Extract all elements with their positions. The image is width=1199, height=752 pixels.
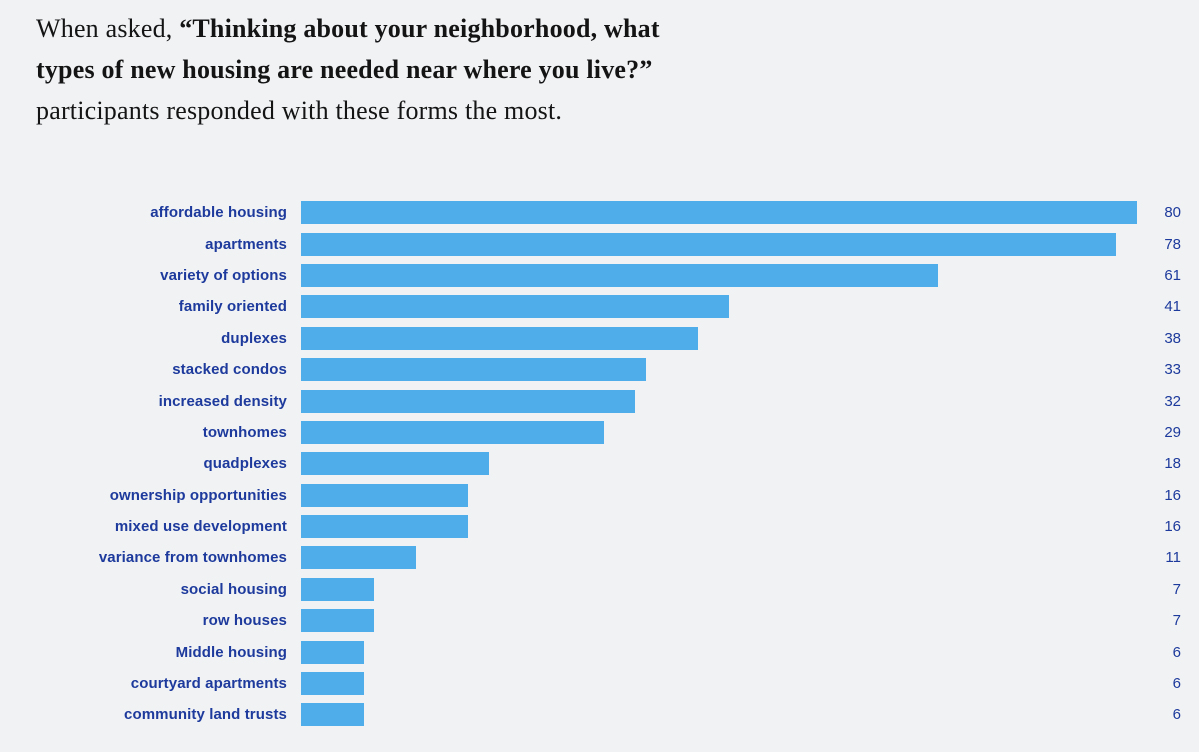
bar xyxy=(301,295,730,319)
bar-track xyxy=(301,263,1150,287)
value-label: 18 xyxy=(1164,455,1181,473)
category-label: increased density xyxy=(158,392,287,410)
chart-row: affordable housing 80 xyxy=(0,197,1199,228)
chart-row: increased density 32 xyxy=(0,385,1199,416)
category-label: mixed use development xyxy=(114,518,287,536)
bar-track xyxy=(301,515,1150,539)
value-label: 11 xyxy=(1165,549,1181,567)
bar xyxy=(301,640,364,664)
chart-row: community land trusts 6 xyxy=(0,699,1199,730)
category-label: quadplexes xyxy=(203,455,287,473)
intro-line-1-bold: “Thinking about your neighborhood, what xyxy=(179,14,660,43)
bar xyxy=(301,358,646,382)
bar-track xyxy=(301,640,1150,664)
chart-row: family oriented 41 xyxy=(0,291,1199,322)
intro-line-3-regular: participants responded with these forms … xyxy=(36,96,563,125)
category-label: variance from townhomes xyxy=(98,549,287,567)
chart-row: Middle housing 6 xyxy=(0,636,1199,667)
chart-row: social housing 7 xyxy=(0,574,1199,605)
value-label: 16 xyxy=(1164,486,1181,504)
category-label: ownership opportunities xyxy=(109,486,287,504)
category-label: Middle housing xyxy=(175,643,287,661)
category-label: row houses xyxy=(202,612,287,630)
category-label: social housing xyxy=(180,580,287,598)
value-label: 6 xyxy=(1172,643,1181,661)
chart-row: quadplexes 18 xyxy=(0,448,1199,479)
chart-row: townhomes 29 xyxy=(0,417,1199,448)
value-label: 41 xyxy=(1164,298,1181,316)
chart-row: row houses 7 xyxy=(0,605,1199,636)
bar-track xyxy=(301,452,1150,476)
bar xyxy=(301,232,1117,256)
category-label: variety of options xyxy=(160,266,287,284)
bar xyxy=(301,577,375,601)
intro-line-1-regular: When asked, xyxy=(36,14,180,43)
bar-track xyxy=(301,703,1150,727)
bar-track xyxy=(301,201,1150,225)
category-label: community land trusts xyxy=(124,706,287,724)
bar-chart-rows: affordable housing 80 apartments 78 vari… xyxy=(0,197,1199,731)
chart-row: variance from townhomes 11 xyxy=(0,542,1199,573)
bar xyxy=(301,201,1137,225)
bar xyxy=(301,420,605,444)
chart-row: stacked condos 33 xyxy=(0,354,1199,385)
value-label: 16 xyxy=(1164,518,1181,536)
bar-track xyxy=(301,232,1150,256)
chart-row: ownership opportunities 16 xyxy=(0,480,1199,511)
bar xyxy=(301,389,636,413)
intro-line-2-bold: types of new housing are needed near whe… xyxy=(36,55,653,84)
bar xyxy=(301,452,490,476)
value-label: 6 xyxy=(1172,675,1181,693)
category-label: apartments xyxy=(205,235,287,253)
bar xyxy=(301,263,939,287)
value-label: 32 xyxy=(1164,392,1181,410)
value-label: 7 xyxy=(1172,580,1181,598)
chart-row: duplexes 38 xyxy=(0,323,1199,354)
intro-line-1: When asked, “Thinking about your neighbo… xyxy=(36,8,796,49)
bar xyxy=(301,672,364,696)
bar-chart: affordable housing 80 apartments 78 vari… xyxy=(0,197,1199,731)
category-label: stacked condos xyxy=(172,361,287,379)
bar-track xyxy=(301,326,1150,350)
category-label: townhomes xyxy=(202,423,287,441)
value-label: 61 xyxy=(1164,266,1181,284)
bar-track xyxy=(301,420,1150,444)
intro-line-3: participants responded with these forms … xyxy=(36,90,796,131)
value-label: 33 xyxy=(1164,361,1181,379)
bar xyxy=(301,609,375,633)
bar xyxy=(301,703,364,727)
category-label: affordable housing xyxy=(150,204,287,222)
bar xyxy=(301,483,469,507)
intro-line-2: types of new housing are needed near whe… xyxy=(36,49,796,90)
value-label: 78 xyxy=(1164,235,1181,253)
category-label: family oriented xyxy=(178,298,287,316)
bar xyxy=(301,546,416,570)
bar-track xyxy=(301,295,1150,319)
bar-track xyxy=(301,546,1150,570)
chart-row: variety of options 61 xyxy=(0,260,1199,291)
bar xyxy=(301,515,469,539)
chart-row: courtyard apartments 6 xyxy=(0,668,1199,699)
category-label: duplexes xyxy=(221,329,287,347)
value-label: 29 xyxy=(1164,423,1181,441)
chart-row: apartments 78 xyxy=(0,228,1199,259)
bar-track xyxy=(301,358,1150,382)
bar xyxy=(301,326,699,350)
category-label: courtyard apartments xyxy=(130,675,287,693)
value-label: 38 xyxy=(1164,329,1181,347)
bar-track xyxy=(301,483,1150,507)
bar-track xyxy=(301,609,1150,633)
bar-track xyxy=(301,389,1150,413)
bar-track xyxy=(301,672,1150,696)
value-label: 80 xyxy=(1164,204,1181,222)
bar-track xyxy=(301,577,1150,601)
value-label: 7 xyxy=(1172,612,1181,630)
value-label: 6 xyxy=(1172,706,1181,724)
chart-intro-text: When asked, “Thinking about your neighbo… xyxy=(36,8,796,131)
chart-row: mixed use development 16 xyxy=(0,511,1199,542)
